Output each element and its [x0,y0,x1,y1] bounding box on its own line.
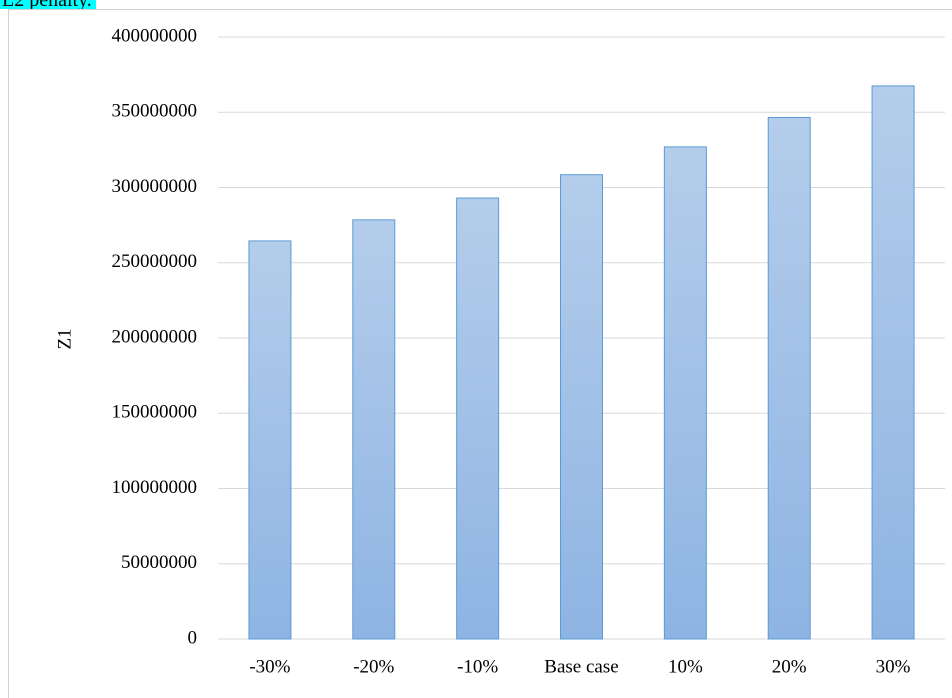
bar [663,146,707,640]
y-tick-label: 50000000 [121,552,197,573]
bar [560,174,603,640]
y-tick-label: 400000000 [112,25,198,46]
bar [456,197,500,640]
bars [248,85,915,640]
bar [767,117,811,640]
y-tick-label: 350000000 [112,101,198,122]
gridlines [218,36,945,640]
bar [248,240,292,640]
x-tick-labels: -30% -20% -10% Base case 10% 20% 30% [249,656,910,677]
x-tick-label: -10% [457,656,498,677]
text-fragment-highlighted: L2 penalty. [0,0,96,9]
x-tick-label: 10% [668,656,703,677]
y-tick-label: 150000000 [112,402,198,423]
x-tick-label: 20% [772,656,807,677]
x-tick-label: -20% [353,656,394,677]
bar [352,219,396,640]
y-tick-label: 200000000 [112,326,198,347]
chart-frame-left-border [8,9,9,698]
y-tick-label: 0 [188,627,198,648]
x-tick-label: 30% [876,656,911,677]
x-tick-label: Base case [544,656,618,677]
y-tick-label: 300000000 [112,176,198,197]
chart-frame-top-border [8,9,952,10]
x-tick-label: -30% [249,656,290,677]
y-tick-labels: 0 50000000 100000000 150000000 200000000 2500… [112,25,198,648]
y-axis-title: Z1 [54,328,75,349]
y-tick-label: 100000000 [112,477,198,498]
bar [871,85,915,640]
y-tick-label: 250000000 [112,251,198,272]
